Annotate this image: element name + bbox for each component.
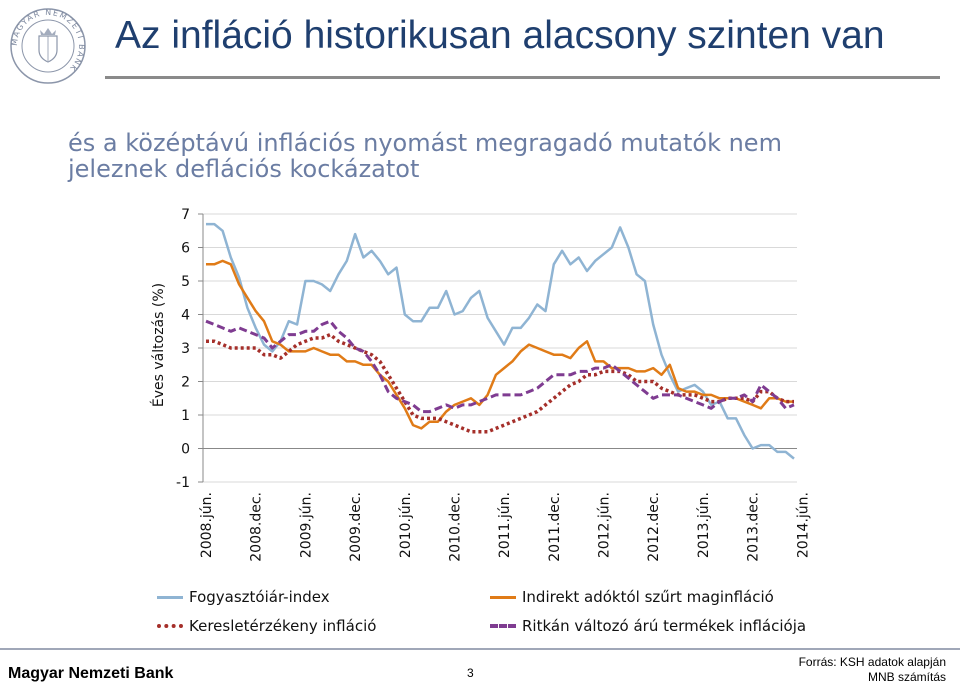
y-tick-label: 2 — [181, 375, 190, 391]
series-line-2 — [206, 259, 794, 430]
page-title: Az infláció historikusan alacsony szinte… — [115, 14, 885, 57]
y-tick-label: 0 — [181, 442, 190, 458]
legend-swatch — [490, 595, 516, 599]
source-line-2: MNB számítás — [867, 670, 946, 684]
legend-item-sticky: Ritkán változó árú termékek inflációja — [490, 617, 806, 635]
legend-swatch — [490, 624, 516, 628]
page-subtitle: és a középtávú inflációs nyomást megraga… — [68, 129, 782, 183]
x-tick-label: 2012.jún. — [597, 492, 613, 558]
legend-label: Indirekt adóktól szűrt maginfláció — [522, 588, 774, 606]
mnb-seal-icon: MAGYAR NEMZETI BANK — [10, 8, 86, 84]
series-line-1 — [206, 222, 795, 460]
x-tick-label: 2013.jún. — [696, 492, 712, 558]
page-number: 3 — [467, 666, 474, 680]
legend-item-cpi: Fogyasztóiár-index — [157, 588, 330, 606]
y-tick-label: -1 — [176, 475, 190, 491]
x-axis-ticks: 2008.jún. 2008.dec. 2009.jún. 2009.dec. 2010… — [199, 492, 811, 562]
x-tick-label: 2010.dec. — [447, 492, 463, 562]
chart-gridlines — [202, 213, 797, 483]
y-tick-label: 6 — [181, 241, 190, 257]
footer-bar — [0, 648, 960, 689]
x-tick-label: 2011.dec. — [547, 492, 563, 562]
y-tick-label: 1 — [181, 408, 190, 424]
chart-series-lines — [205, 222, 795, 460]
y-axis-label: Éves változás (%) — [150, 283, 167, 407]
legend-swatch — [157, 595, 183, 599]
title-divider — [105, 76, 940, 79]
source-note: Forrás: KSH adatok alapján MNB számítás — [799, 655, 946, 685]
footer-brand: Magyar Nemzeti Bank — [8, 665, 174, 682]
legend-item-core: Indirekt adóktól szűrt maginfláció — [490, 588, 774, 606]
x-tick-label: 2008.jún. — [199, 492, 215, 558]
y-tick-label: 3 — [181, 341, 190, 357]
legend-item-demand: Keresletérzékeny infláció — [157, 617, 376, 635]
legend-label: Ritkán változó árú termékek inflációja — [522, 617, 807, 635]
x-tick-label: 2009.jún. — [298, 492, 314, 558]
series-line-4 — [205, 319, 795, 414]
y-tick-label: 4 — [181, 308, 190, 324]
legend-label: Keresletérzékeny infláció — [189, 617, 377, 635]
x-tick-label: 2014.jún. — [795, 492, 811, 558]
series-line-3 — [206, 332, 794, 434]
x-tick-label: 2009.dec. — [348, 492, 364, 562]
y-axis-ticks: -1 0 1 2 3 4 5 6 7 — [176, 207, 203, 491]
legend-label: Fogyasztóiár-index — [189, 588, 330, 606]
y-tick-label: 7 — [181, 207, 190, 223]
legend-swatch — [157, 624, 183, 628]
y-tick-label: 5 — [181, 274, 190, 290]
source-line-1: Forrás: KSH adatok alapján — [798, 655, 946, 669]
x-tick-label: 2011.jún. — [497, 492, 513, 558]
mnb-logo: MAGYAR NEMZETI BANK — [8, 6, 88, 86]
x-tick-label: 2010.jún. — [398, 492, 414, 558]
x-tick-label: 2012.dec. — [646, 492, 662, 562]
x-tick-label: 2008.dec. — [249, 492, 265, 562]
x-tick-label: 2013.dec. — [746, 492, 762, 562]
